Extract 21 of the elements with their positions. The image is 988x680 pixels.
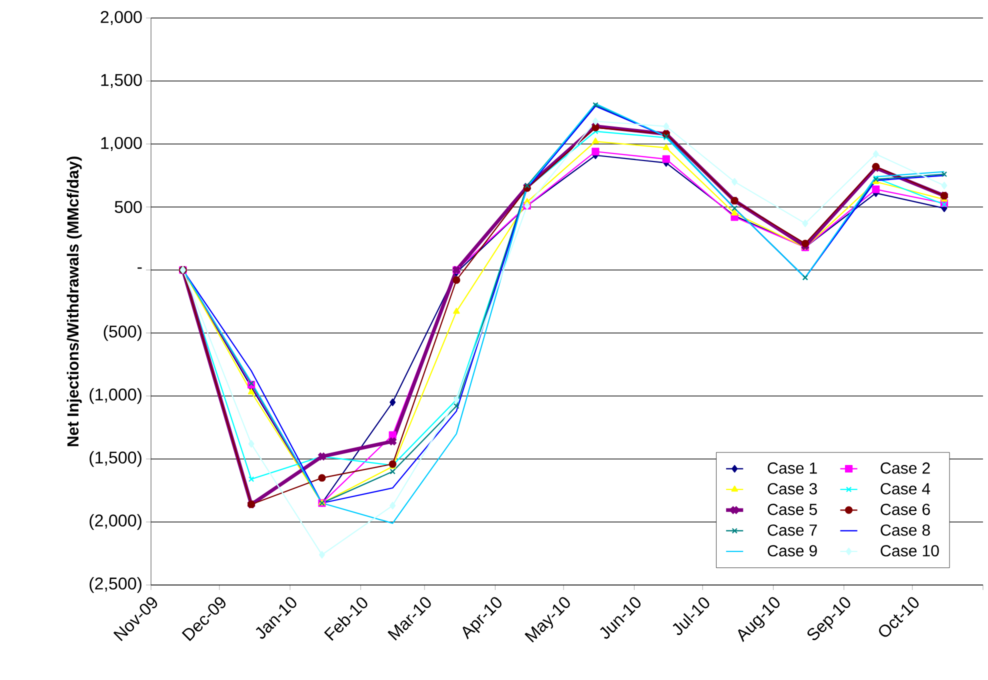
y-tick-label: (2,000) (90, 514, 142, 530)
y-tick-label: 1,500 (101, 74, 142, 88)
legend-label: Case 1 (768, 462, 817, 474)
y-tick-label: - (138, 267, 142, 269)
y-tick-label: 1,000 (101, 136, 142, 152)
y-tick-label: 500 (114, 200, 142, 214)
y-tick-label: (1,000) (90, 388, 142, 404)
legend-label: Case 7 (768, 524, 817, 536)
y-tick-label: 2,000 (100, 10, 142, 26)
legend-label: Case 5 (768, 504, 817, 516)
y-tick-label: (2,500) (90, 577, 142, 593)
legend-label: Case 8 (880, 524, 930, 536)
legend-label: Case 2 (880, 462, 930, 474)
legend-label: Case 6 (880, 504, 930, 516)
legend-label: Case 10 (880, 545, 939, 556)
legend-label: Case 4 (880, 483, 930, 494)
y-tick-label: (1,500) (90, 451, 142, 467)
y-axis-title: Net Injections/Withdrawals (MMcf/day) (66, 156, 82, 446)
legend-label: Case 3 (768, 483, 817, 494)
y-tick-label: (500) (104, 325, 142, 341)
legend-label: Case 9 (768, 545, 817, 556)
